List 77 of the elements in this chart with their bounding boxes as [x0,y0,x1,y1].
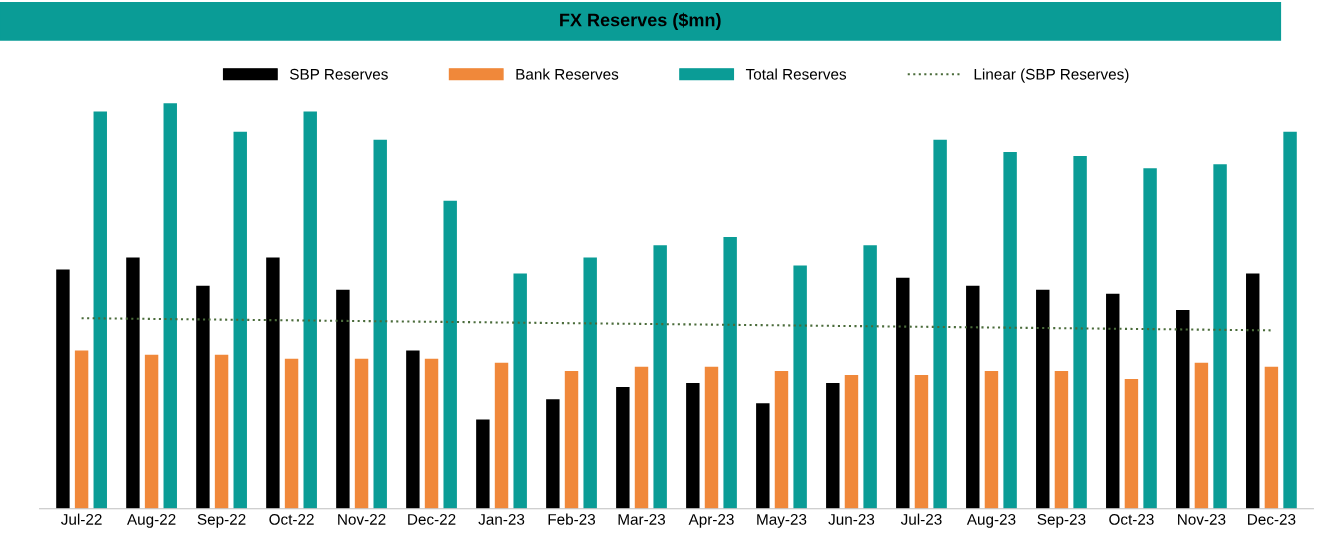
bar [896,277,910,509]
bar [354,358,369,509]
bar [984,370,999,509]
bar [336,289,350,509]
bar [966,285,980,509]
chart-title: FX Reserves ($mn) [560,12,721,30]
bar [686,383,700,509]
bar [476,419,490,509]
bar [616,387,630,509]
bar [74,350,89,509]
bar [1073,156,1087,509]
bar [1194,362,1209,509]
x-tick-label: Nov-23 [1178,513,1226,525]
x-tick-label: Sep-23 [1037,513,1086,528]
bar [933,139,947,509]
bar [704,366,719,509]
bar [1176,310,1190,509]
bar [93,111,107,509]
x-tick-label: Jun-23 [828,513,875,525]
bar [494,362,509,509]
bar [634,366,649,509]
bar [163,103,177,509]
x-tick-label: Oct-23 [1109,513,1154,525]
bar [756,403,770,509]
bar [1003,151,1017,509]
bar [1124,378,1139,509]
x-tick-label: Nov-22 [338,513,386,525]
bar [1246,273,1260,509]
bar [1143,168,1157,509]
bar [406,350,420,509]
bar [1213,164,1227,509]
x-tick-label: Mar-23 [618,513,666,525]
bar [424,358,439,509]
bar [653,245,667,509]
bar [513,273,527,509]
bar [1036,289,1050,509]
x-tick-label: Feb-23 [548,513,596,525]
x-tick-label: May-23 [757,513,807,528]
legend-label: Linear (SBP Reserves) [974,68,1129,83]
bar [826,383,840,509]
legend-label: Total Reserves [745,68,847,80]
x-tick-label: Jul-23 [900,513,942,525]
x-tick-label: Jan-23 [478,513,525,525]
bar [303,111,317,509]
bar [196,285,210,509]
x-tick-label: Dec-23 [1248,513,1296,525]
bar [443,200,457,509]
x-tick-label: Jul-22 [61,513,102,525]
bar [56,269,70,509]
x-tick-label: Apr-23 [688,513,734,528]
bar [266,257,280,509]
bar [844,374,859,509]
bar [583,257,597,509]
bar [1106,293,1120,509]
bar [373,139,387,509]
x-tick-label: Oct-22 [269,513,314,525]
bar [214,354,229,509]
bar [1283,131,1297,509]
legend-label: SBP Reserves [290,68,388,80]
bar [564,370,579,509]
bar [774,370,789,509]
legend-label: Bank Reserves [516,68,619,80]
x-tick-label: Aug-22 [126,513,176,528]
x-tick-label: Aug-23 [966,513,1016,528]
bar [1054,370,1069,509]
bar [126,257,140,509]
bar [914,374,929,509]
bar [546,399,560,509]
x-tick-label: Sep-22 [197,513,246,528]
x-tick-label: Dec-22 [408,513,456,525]
bar [284,358,299,509]
bar [144,354,159,509]
bar [863,245,877,509]
bar [1264,366,1279,509]
bar [723,237,737,509]
bar [793,265,807,509]
bar [233,131,247,509]
